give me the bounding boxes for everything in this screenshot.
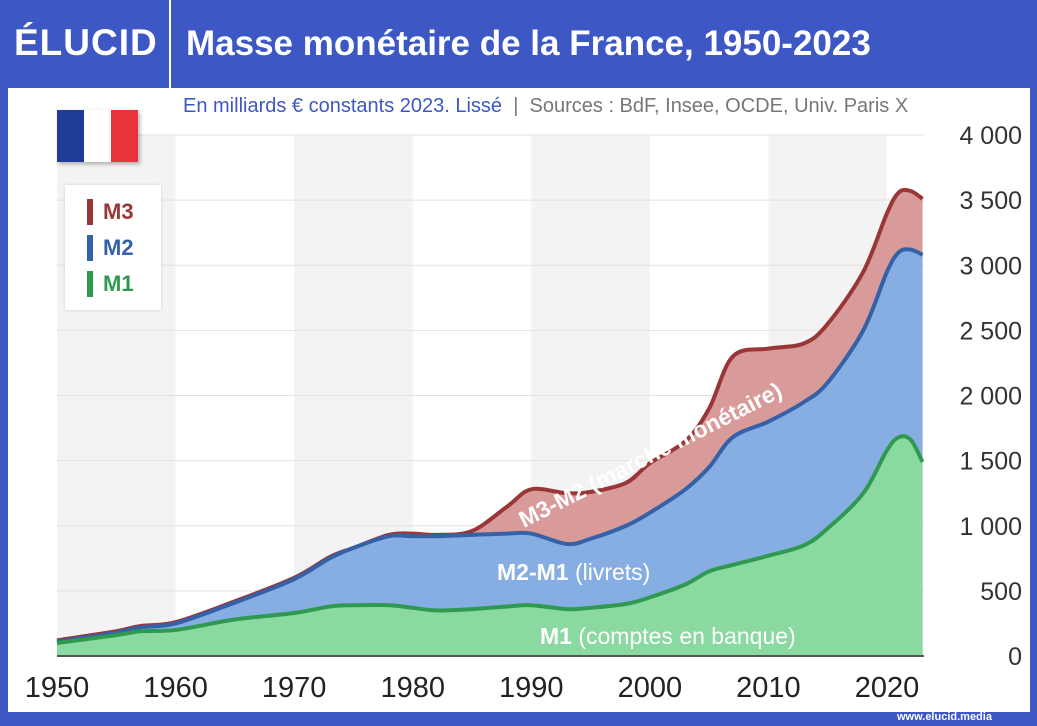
legend-item-m1: M1 xyxy=(87,271,134,297)
x-tick-label: 2010 xyxy=(736,672,801,704)
y-tick-label: 500 xyxy=(980,578,1022,606)
x-tick-label: 1970 xyxy=(262,672,327,704)
y-tick-label: 1 000 xyxy=(959,513,1022,541)
divider xyxy=(169,0,171,88)
x-tick-label: 1960 xyxy=(143,672,208,704)
y-tick-label: 2 000 xyxy=(959,383,1022,411)
sources: Sources : BdF, Insee, OCDE, Univ. Paris … xyxy=(529,95,909,117)
legend-label: M3 xyxy=(103,199,134,224)
legend-label: M1 xyxy=(103,271,134,296)
legend-item-m3: M3 xyxy=(87,199,134,225)
legend-swatch xyxy=(87,271,93,297)
y-tick-label: 1 500 xyxy=(959,448,1022,476)
area-m2 xyxy=(57,249,923,656)
separator: | xyxy=(513,95,519,117)
legend-item-m2: M2 xyxy=(87,235,134,261)
area-m1 xyxy=(57,436,923,656)
x-tick-label: 1980 xyxy=(380,672,445,704)
x-tick-label: 1990 xyxy=(499,672,564,704)
y-tick-label: 4 000 xyxy=(959,122,1022,150)
header: ÉLUCID Masse monétaire de la France, 195… xyxy=(0,0,1037,88)
annotation-m1: M1 (comptes en banque) xyxy=(540,623,796,649)
y-tick-label: 3 000 xyxy=(959,252,1022,280)
x-tick-label: 2000 xyxy=(618,672,683,704)
y-tick-label: 2 500 xyxy=(959,317,1022,345)
y-tick-label: 0 xyxy=(1008,643,1022,671)
footer-url[interactable]: www.elucid.media xyxy=(897,711,992,723)
legend-swatch xyxy=(87,199,93,225)
legend: M3 M2 M1 xyxy=(65,185,161,310)
y-tick-label: 3 500 xyxy=(959,187,1022,215)
units-note: En milliards € constants 2023. Lissé xyxy=(183,95,503,117)
line-m1 xyxy=(56,434,925,645)
annotation-m2-m1: M2-M1 (livrets) xyxy=(497,559,650,585)
subtitle: En milliards € constants 2023. Lissé | S… xyxy=(183,95,908,118)
france-flag-icon xyxy=(57,110,138,162)
x-tick-label: 2020 xyxy=(855,672,920,704)
line-m2 xyxy=(56,247,924,644)
chart-title: Masse monétaire de la France, 1950-2023 xyxy=(186,24,871,63)
legend-label: M2 xyxy=(103,235,134,260)
logo: ÉLUCID xyxy=(14,22,158,63)
x-tick-label: 1950 xyxy=(25,672,90,704)
legend-swatch xyxy=(87,235,93,261)
